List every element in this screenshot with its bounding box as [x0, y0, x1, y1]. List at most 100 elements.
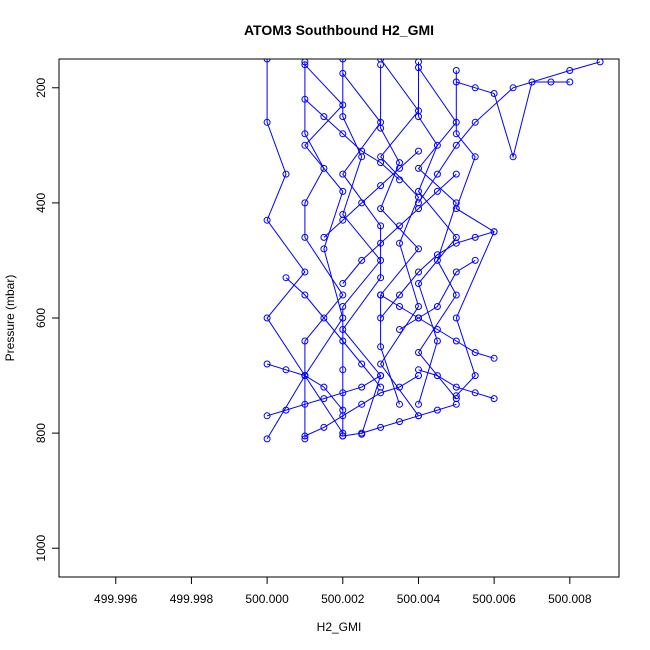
data-point	[433, 326, 441, 333]
data-point	[301, 400, 309, 408]
data-point	[433, 170, 441, 178]
data-point	[415, 187, 422, 195]
data-point	[301, 372, 309, 380]
series-line	[417, 61, 457, 405]
y-tick-label: 600	[34, 308, 48, 328]
series-line	[342, 59, 382, 436]
series-16	[339, 400, 460, 440]
data-point	[415, 412, 422, 420]
series-10	[452, 78, 574, 161]
data-point	[358, 256, 366, 264]
data-point	[396, 222, 403, 230]
data-point	[471, 349, 479, 356]
series-line	[417, 67, 457, 399]
series-14	[263, 372, 385, 420]
series-line	[266, 375, 381, 417]
data-point	[301, 432, 309, 440]
data-point	[358, 147, 366, 155]
data-point	[471, 256, 479, 264]
data-point	[415, 372, 422, 380]
series-19	[339, 170, 460, 287]
data-point	[490, 90, 498, 97]
data-point	[415, 314, 422, 322]
y-tick-label: 200	[34, 77, 48, 97]
data-point	[377, 159, 385, 167]
series-line	[342, 173, 457, 284]
data-point	[433, 251, 441, 259]
data-point	[433, 187, 441, 195]
data-point	[509, 153, 517, 161]
series-line	[266, 59, 306, 440]
data-point	[396, 176, 403, 184]
data-point	[396, 326, 403, 333]
data-point	[452, 337, 460, 345]
plot-frame	[58, 58, 620, 578]
series-line	[304, 64, 344, 434]
data-point	[471, 389, 479, 397]
data-point	[377, 383, 385, 391]
data-point	[320, 383, 328, 391]
data-point	[263, 59, 271, 63]
data-point	[358, 199, 366, 207]
data-point	[282, 366, 290, 374]
series-line	[342, 403, 457, 437]
data-point	[547, 78, 555, 86]
data-point	[282, 170, 290, 178]
x-tick-label: 500.002	[321, 592, 365, 606]
data-point	[566, 67, 574, 74]
series-line	[380, 231, 495, 319]
data-point	[433, 372, 441, 380]
data-point	[452, 400, 460, 408]
data-point	[320, 233, 328, 241]
series-layer	[263, 59, 604, 443]
data-point	[358, 383, 366, 391]
data-point	[396, 303, 403, 310]
data-point	[263, 216, 271, 224]
data-point	[452, 67, 460, 74]
data-point	[433, 406, 441, 414]
data-point	[339, 280, 347, 287]
data-point	[301, 268, 309, 276]
series-line	[380, 294, 495, 359]
data-point	[452, 130, 460, 138]
data-point	[377, 239, 385, 247]
data-point	[320, 314, 328, 322]
data-point	[320, 395, 328, 403]
x-tick-label: 500.008	[548, 592, 592, 606]
data-point	[415, 400, 422, 408]
data-point	[339, 130, 347, 138]
data-point	[377, 205, 385, 213]
data-point	[339, 337, 347, 345]
data-point	[339, 366, 347, 374]
x-tick-label: 500.004	[397, 592, 441, 606]
series-11	[415, 59, 604, 207]
data-point	[339, 59, 347, 63]
data-point	[377, 182, 385, 190]
data-point	[509, 84, 517, 92]
data-point	[396, 291, 403, 299]
data-point	[301, 130, 309, 138]
data-point	[377, 291, 385, 299]
data-point	[415, 245, 422, 253]
series-line	[418, 369, 495, 400]
data-point	[452, 383, 460, 391]
data-point	[452, 78, 460, 86]
data-point	[415, 113, 422, 121]
data-point	[490, 228, 498, 236]
data-point	[263, 118, 271, 126]
data-point	[490, 395, 498, 403]
series-line	[323, 150, 419, 238]
data-point	[471, 118, 479, 126]
data-point	[339, 432, 347, 440]
data-point	[282, 406, 290, 414]
data-point	[396, 164, 403, 172]
y-axis-label: Pressure (mbar)	[3, 275, 17, 362]
series-line	[399, 259, 476, 330]
data-point	[471, 153, 479, 161]
data-point	[566, 78, 574, 86]
data-point	[452, 314, 460, 322]
series-22	[301, 95, 403, 184]
data-point	[452, 170, 460, 178]
data-point	[339, 303, 347, 310]
